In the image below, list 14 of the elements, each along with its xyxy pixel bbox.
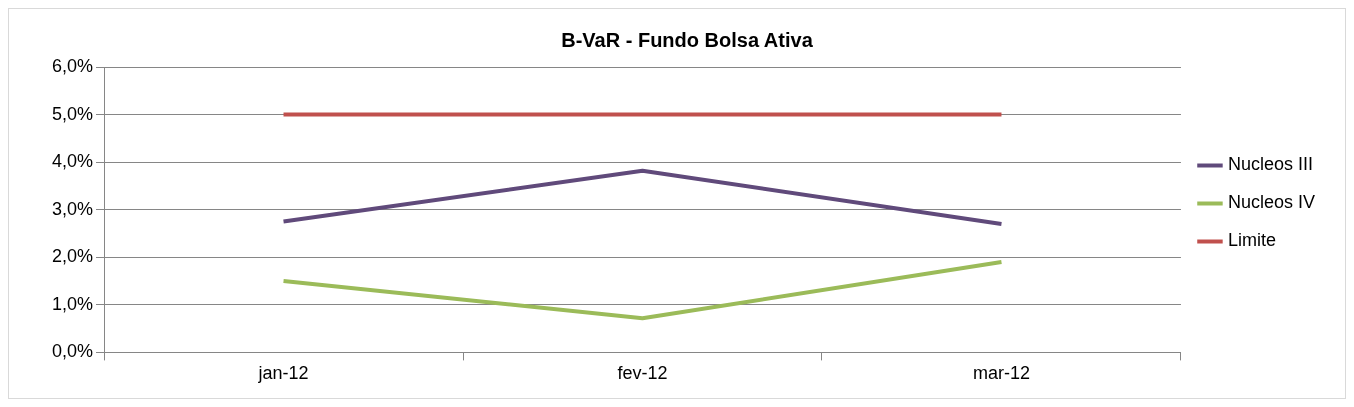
y-tick-label: 4,0% xyxy=(52,151,94,172)
x-tick-label: jan-12 xyxy=(257,363,309,384)
y-tick-label: 6,0% xyxy=(52,55,94,76)
y-tick-label: 1,0% xyxy=(52,293,94,314)
x-tick-label: fev-12 xyxy=(617,363,668,384)
y-tick-label: 5,0% xyxy=(52,103,94,124)
chart-title: B-VaR - Fundo Bolsa Ativa xyxy=(561,28,814,51)
legend-label: Limite xyxy=(1227,230,1276,251)
y-tick-label: 3,0% xyxy=(52,198,94,219)
x-tick-label: mar-12 xyxy=(972,363,1030,384)
y-tick-label: 2,0% xyxy=(52,246,94,267)
y-tick-label: 0,0% xyxy=(52,341,94,362)
legend-label: Nucleos IV xyxy=(1227,192,1316,213)
legend-label: Nucleos III xyxy=(1227,154,1314,175)
